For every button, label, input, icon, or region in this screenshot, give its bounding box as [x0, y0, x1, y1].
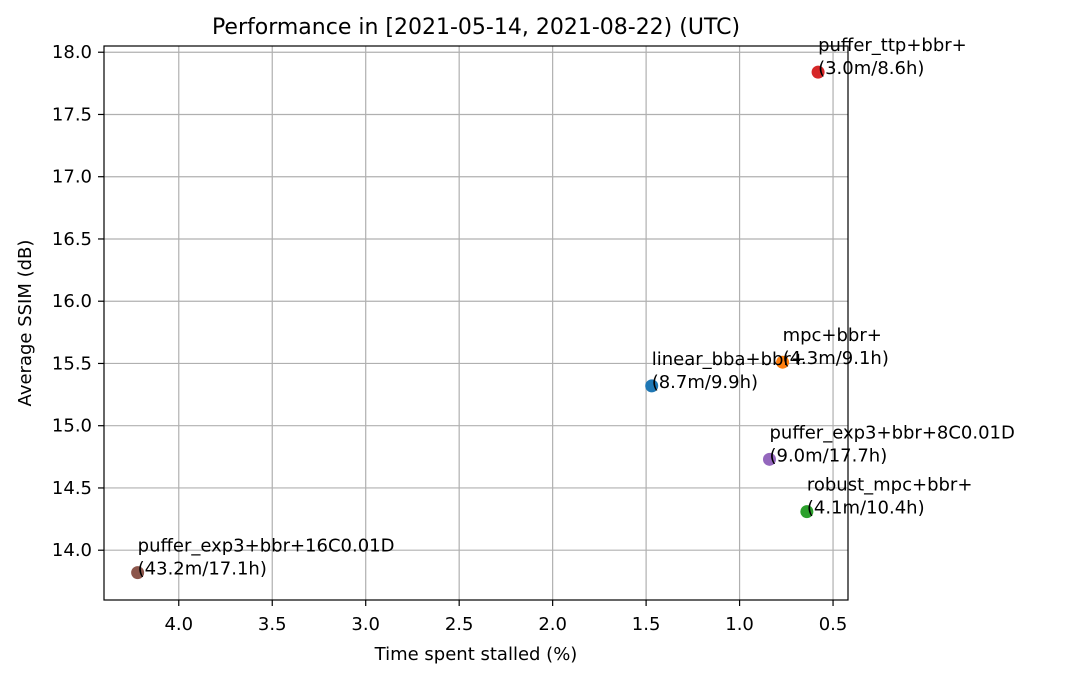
x-tick-label: 3.5	[258, 614, 287, 635]
y-tick-label: 16.0	[52, 291, 92, 312]
y-tick-label: 14.0	[52, 540, 92, 561]
plot-frame	[103, 45, 849, 601]
x-tick-label: 1.0	[725, 614, 754, 635]
data-point-label: linear_bba+bbr+ (8.7m/9.9h)	[652, 349, 806, 393]
data-point-label: robust_mpc+bbr+ (4.1m/10.4h)	[807, 475, 973, 519]
y-tick-label: 14.5	[52, 478, 92, 499]
chart-title: Performance in [2021-05-14, 2021-08-22) …	[212, 15, 740, 40]
y-tick-label: 18.0	[52, 42, 92, 63]
y-tick-label: 15.5	[52, 353, 92, 374]
x-tick-label: 0.5	[819, 614, 848, 635]
data-point-label: puffer_exp3+bbr+16C0.01D (43.2m/17.1h)	[138, 536, 395, 580]
x-tick-label: 3.0	[351, 614, 380, 635]
data-point	[131, 566, 145, 580]
data-point-label: puffer_ttp+bbr+ (3.0m/8.6h)	[818, 35, 967, 79]
x-axis-label: Time spent stalled (%)	[374, 644, 578, 665]
data-point	[800, 505, 814, 519]
x-tick-label: 4.0	[164, 614, 193, 635]
data-point	[811, 65, 825, 79]
data-point	[645, 379, 659, 393]
data-point-label: puffer_exp3+bbr+8C0.01D (9.0m/17.7h)	[769, 422, 1014, 466]
data-points: puffer_ttp+bbr+ (3.0m/8.6h) mpc+bbr+ (4.3m/…	[131, 35, 1015, 580]
x-tick-label: 1.5	[632, 614, 661, 635]
x-tick-label: 2.5	[445, 614, 474, 635]
y-tick-label: 17.5	[52, 104, 92, 125]
data-point-label: mpc+bbr+ (4.3m/9.1h)	[783, 325, 889, 369]
data-point	[776, 355, 790, 369]
x-tick-label: 2.0	[538, 614, 567, 635]
axis-ticks: 4.0 3.5 3.0 2.5 2.0 1.5 1.0 0.5 14.0 14.5 15.0 15.5…	[52, 42, 847, 635]
data-point	[762, 452, 776, 466]
y-axis-label: Average SSIM (dB)	[15, 240, 36, 407]
y-tick-label: 16.5	[52, 229, 92, 250]
y-tick-label: 17.0	[52, 167, 92, 188]
y-tick-label: 15.0	[52, 416, 92, 437]
grid-lines	[104, 46, 848, 600]
